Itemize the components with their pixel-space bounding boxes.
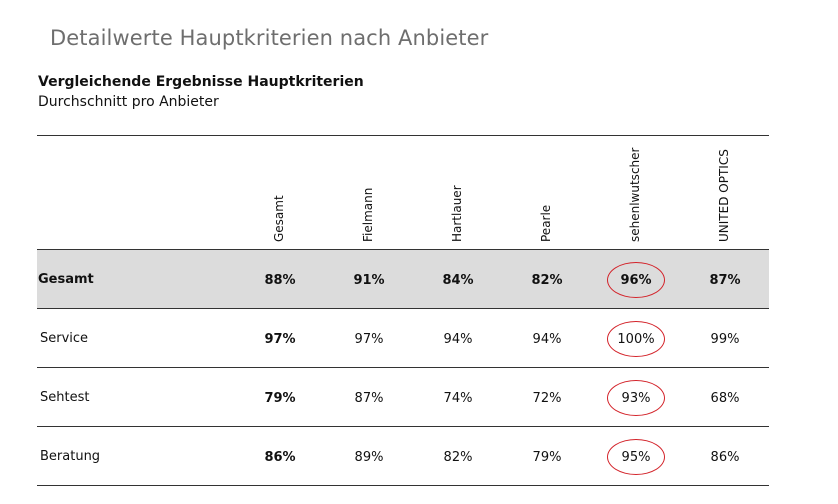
row-label-beratung: Beratung bbox=[40, 449, 101, 464]
highlight-ring bbox=[607, 321, 665, 357]
page-title: Detailwerte Hauptkriterien nach Anbieter bbox=[50, 26, 489, 50]
column-header-label: sehenlwutscher bbox=[628, 147, 642, 242]
column-header-label: Hartlauer bbox=[450, 185, 464, 242]
table-caption: Durchschnitt pro Anbieter bbox=[38, 94, 219, 110]
highlight-ring bbox=[607, 439, 665, 475]
table-cell: 93% bbox=[621, 391, 651, 406]
table-cell: 86% bbox=[710, 450, 740, 465]
highlight-ring bbox=[607, 262, 665, 298]
table-cell: 95% bbox=[621, 450, 651, 465]
table-cell: 89% bbox=[354, 450, 384, 465]
table-cell: 72% bbox=[532, 391, 562, 406]
highlight-ring bbox=[607, 380, 665, 416]
column-header-pearle: Pearle bbox=[532, 152, 562, 242]
table-subtitle: Vergleichende Ergebnisse Hauptkriterien bbox=[38, 74, 364, 90]
table-cell: 100% bbox=[617, 332, 655, 347]
column-header-label: UNITED OPTICS bbox=[717, 149, 731, 242]
table-cell: 79% bbox=[264, 391, 296, 406]
header-bottom-rule bbox=[37, 249, 769, 250]
column-header-fielmann: Fielmann bbox=[354, 152, 384, 242]
table-cell: 97% bbox=[264, 332, 296, 347]
row-rule bbox=[37, 426, 769, 427]
table-cell: 97% bbox=[354, 332, 384, 347]
table-cell: 87% bbox=[709, 273, 741, 288]
column-header-label: Pearle bbox=[539, 204, 553, 242]
row-label-sehtest: Sehtest bbox=[40, 390, 90, 405]
row-label-gesamt: Gesamt bbox=[38, 272, 94, 287]
row-rule bbox=[37, 308, 769, 309]
row-rule bbox=[37, 367, 769, 368]
table-cell: 94% bbox=[443, 332, 473, 347]
table-cell: 74% bbox=[443, 391, 473, 406]
table-cell: 79% bbox=[532, 450, 562, 465]
table-cell: 96% bbox=[620, 273, 652, 288]
column-header-united-optics: UNITED OPTICS bbox=[710, 149, 740, 242]
table-cell: 91% bbox=[353, 273, 385, 288]
table-cell: 88% bbox=[264, 273, 296, 288]
table-cell: 82% bbox=[443, 450, 473, 465]
column-header-sehenlwutscher: sehenlwutscher bbox=[621, 148, 651, 242]
table-cell: 68% bbox=[710, 391, 740, 406]
table-cell: 86% bbox=[264, 450, 296, 465]
table-cell: 84% bbox=[442, 273, 474, 288]
column-header-gesamt: Gesamt bbox=[265, 152, 295, 242]
column-header-label: Gesamt bbox=[272, 195, 286, 242]
table-cell: 94% bbox=[532, 332, 562, 347]
table-cell: 82% bbox=[531, 273, 563, 288]
row-label-service: Service bbox=[40, 331, 89, 346]
table-top-rule bbox=[37, 135, 769, 136]
column-header-label: Fielmann bbox=[361, 187, 375, 242]
table-cell: 99% bbox=[710, 332, 740, 347]
table-cell: 87% bbox=[354, 391, 384, 406]
table-bottom-rule bbox=[37, 485, 769, 486]
column-header-hartlauer: Hartlauer bbox=[443, 152, 473, 242]
